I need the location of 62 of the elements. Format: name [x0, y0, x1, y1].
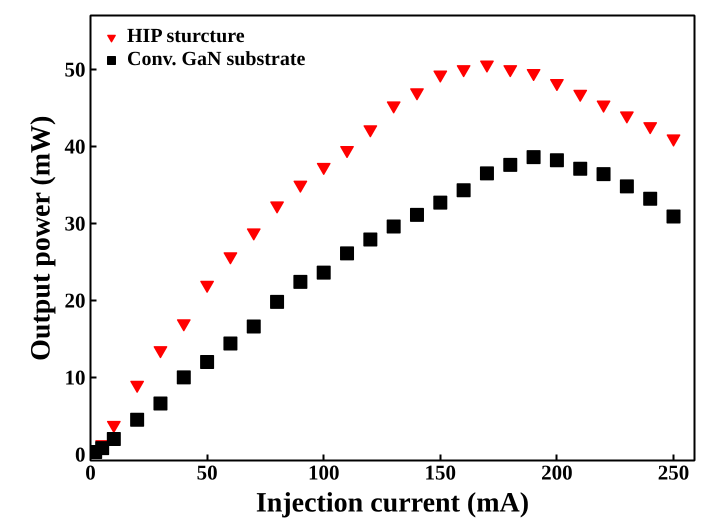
point	[106, 432, 121, 446]
point	[410, 88, 424, 100]
point	[550, 153, 564, 168]
point	[503, 65, 518, 78]
point	[620, 111, 634, 124]
point	[200, 280, 214, 293]
point	[456, 183, 471, 198]
point	[596, 167, 611, 182]
legend-label: HIP sturcture	[127, 25, 245, 48]
point	[386, 219, 401, 234]
point	[153, 396, 168, 411]
point	[410, 208, 424, 222]
point	[550, 79, 564, 92]
point	[316, 162, 331, 176]
point	[316, 266, 331, 280]
point	[596, 100, 611, 113]
point	[573, 90, 588, 102]
point	[246, 228, 261, 241]
point	[643, 122, 658, 134]
point	[386, 101, 401, 114]
point	[363, 125, 378, 138]
x-tick-label: 250	[658, 460, 690, 484]
point	[246, 320, 261, 334]
point	[643, 192, 658, 206]
y-tick-label: 0	[75, 442, 86, 466]
point	[363, 232, 378, 247]
point	[666, 134, 681, 147]
x-tick-label: 200	[541, 460, 573, 484]
point	[223, 252, 238, 264]
point	[503, 158, 518, 172]
y-tick-label: 10	[64, 365, 86, 390]
y-tick-label: 40	[64, 134, 86, 158]
y-tick-label: 20	[64, 288, 86, 312]
legend-label: Conv. GaN substrate	[127, 48, 306, 71]
y-tick-label: 30	[64, 211, 86, 236]
point	[200, 354, 214, 369]
point	[130, 412, 144, 427]
point	[573, 162, 588, 176]
point	[95, 441, 110, 456]
point	[270, 294, 284, 309]
point	[293, 274, 308, 289]
point	[340, 246, 354, 260]
point	[433, 70, 448, 83]
point	[620, 179, 634, 194]
point	[223, 336, 238, 350]
point	[480, 166, 494, 180]
point	[270, 201, 284, 214]
y-axis-title: Output power (mW)	[26, 116, 56, 361]
x-tick-label: 150	[424, 460, 456, 484]
x-tick-label: 50	[196, 460, 218, 484]
point	[480, 60, 494, 73]
x-axis-title: Injection current (mA)	[256, 488, 530, 518]
point	[456, 65, 471, 78]
point	[176, 370, 191, 384]
y-tick-label: 50	[64, 57, 86, 82]
point	[526, 68, 541, 82]
x-tick-label: 100	[308, 460, 340, 484]
point	[526, 150, 541, 164]
point	[340, 146, 354, 158]
point	[293, 180, 308, 193]
point	[433, 196, 448, 210]
point	[666, 209, 681, 224]
